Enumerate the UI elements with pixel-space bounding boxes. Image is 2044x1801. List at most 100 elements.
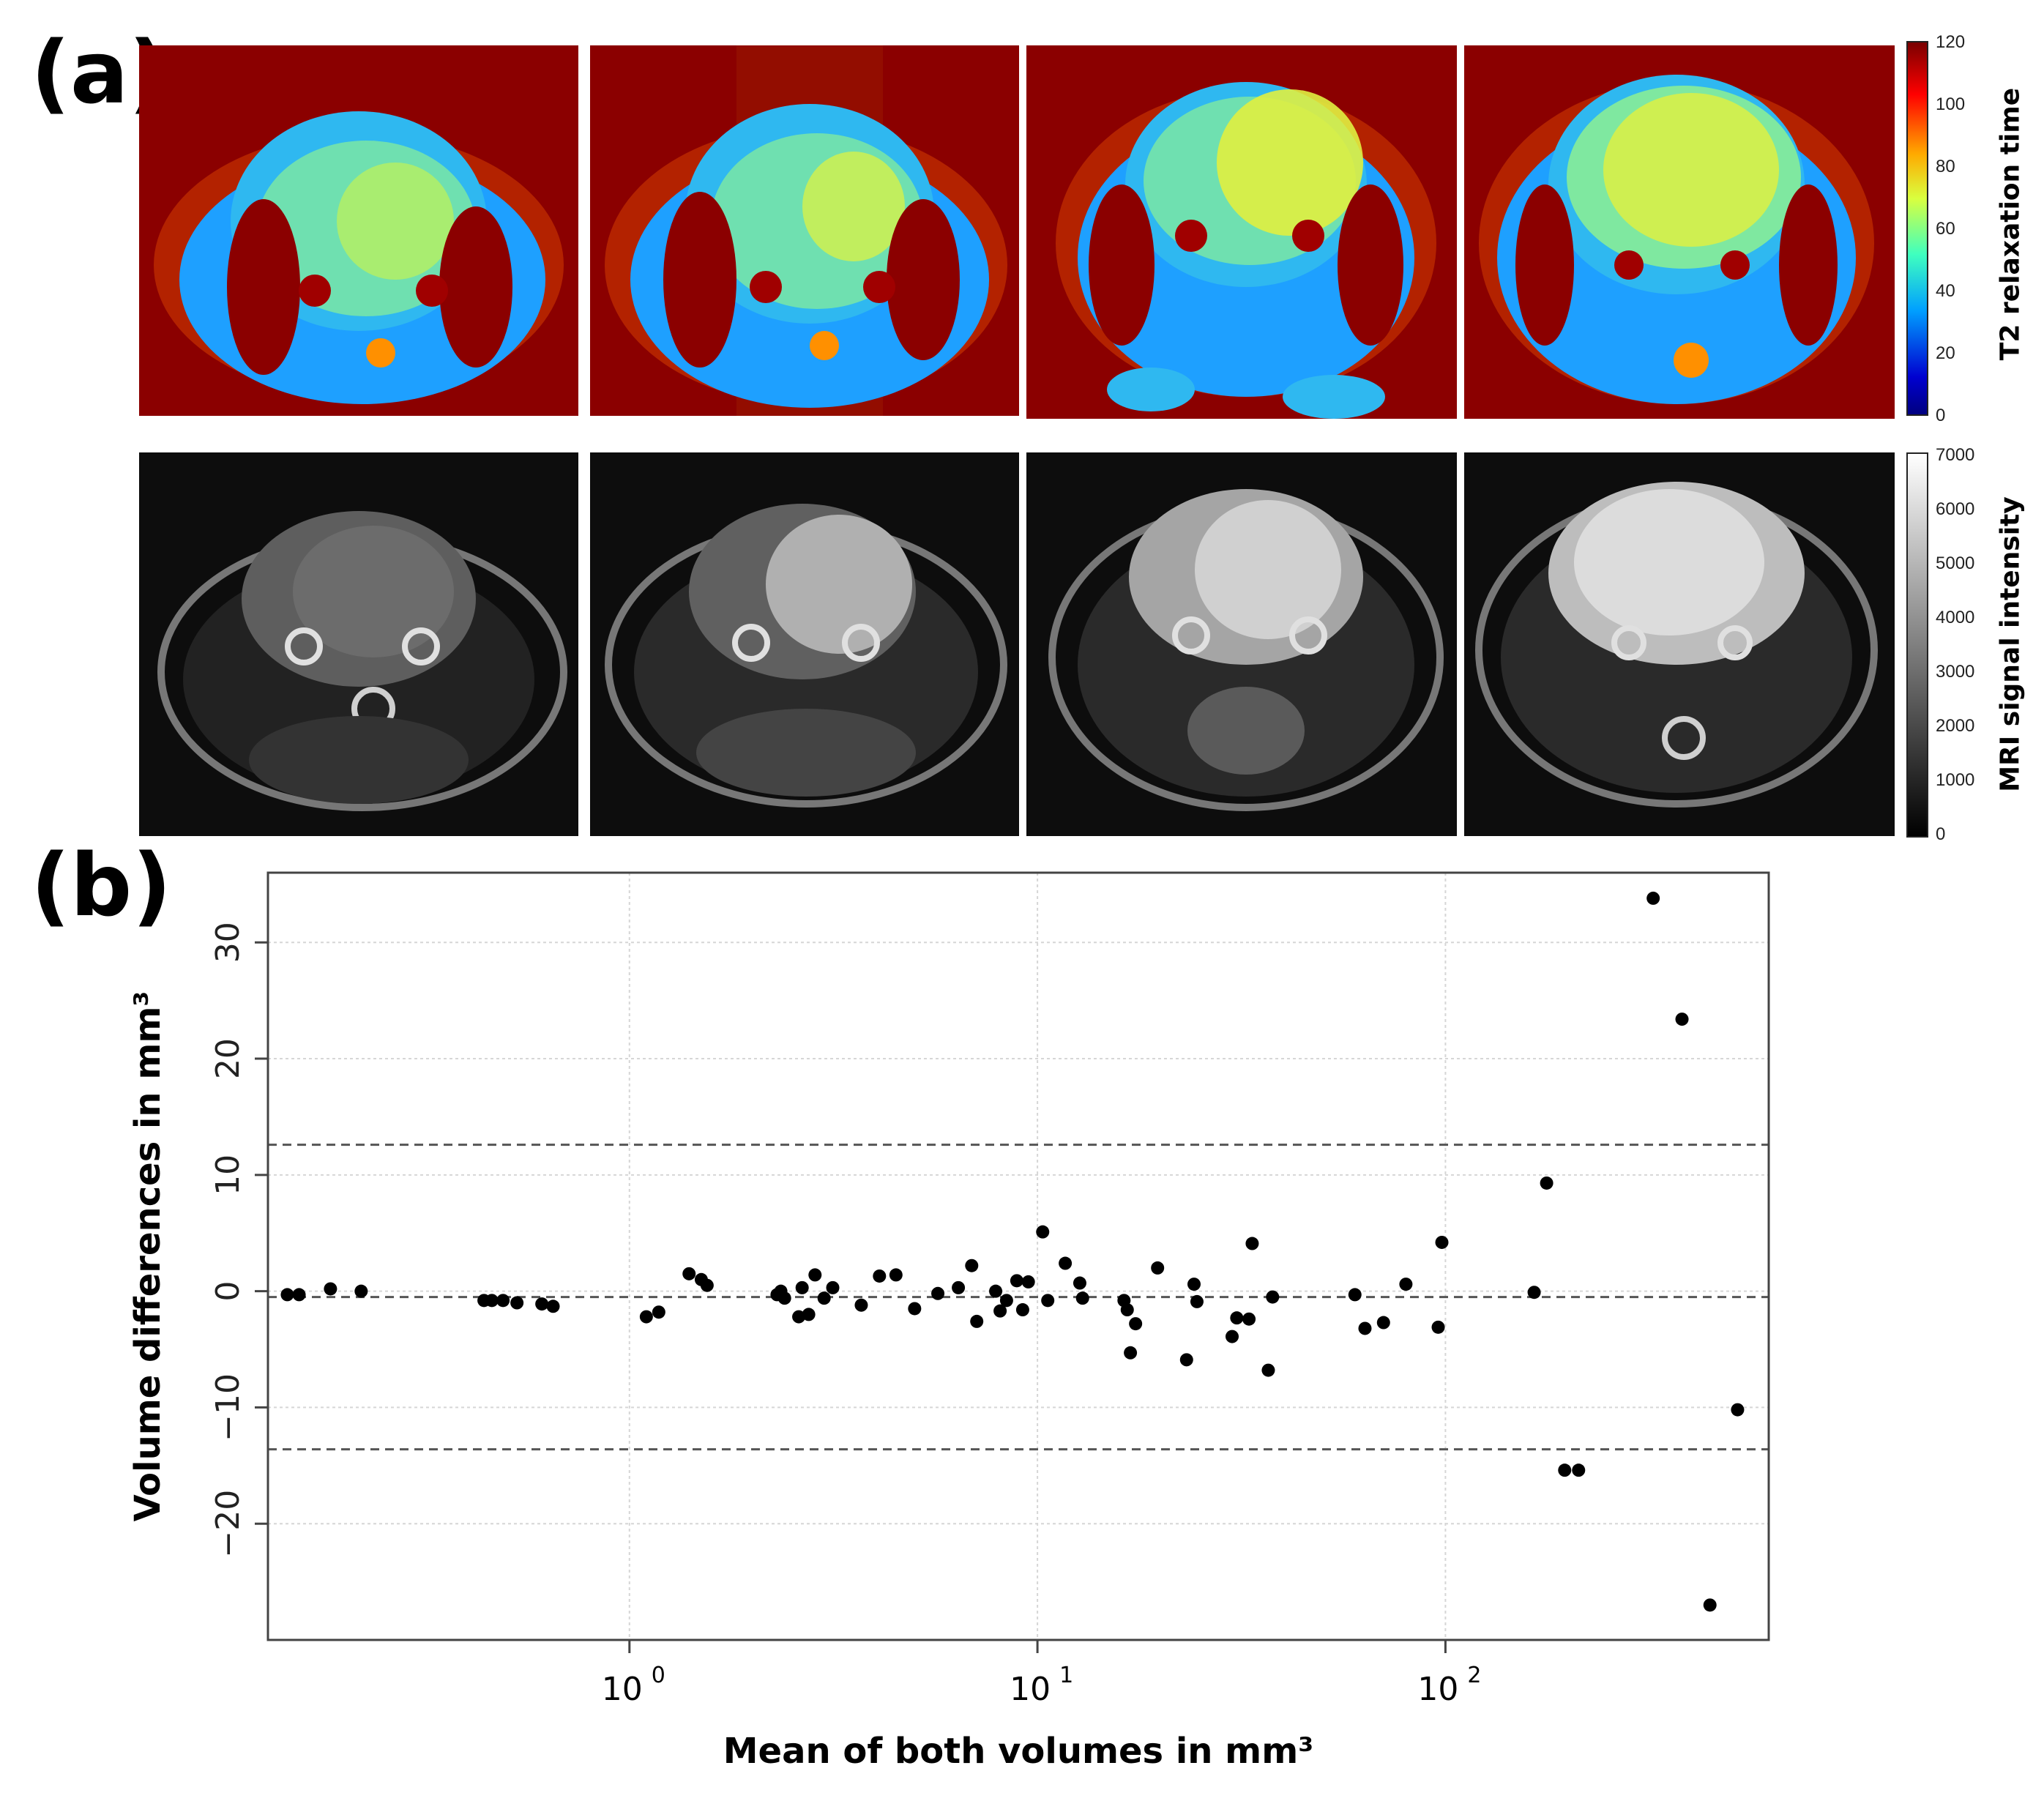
plot-frame [266, 871, 1770, 1641]
data-point [952, 1280, 966, 1294]
data-point [1021, 1275, 1035, 1289]
t2-colorbar-tick: 40 [1936, 281, 1955, 301]
data-point [652, 1305, 665, 1319]
data-point [993, 1304, 1007, 1318]
data-point [1431, 1320, 1445, 1334]
data-point [1059, 1256, 1073, 1270]
data-point [777, 1291, 791, 1305]
data-point [1731, 1403, 1745, 1417]
x-tick-exponent: 0 [652, 1663, 665, 1688]
t2-map-tile-2 [590, 45, 1019, 416]
panel-b-label: (b) [31, 835, 172, 936]
mri-colorbar [1906, 452, 1928, 838]
mri-colorbar-tick: 6000 [1936, 499, 1975, 519]
data-point [1124, 1346, 1138, 1360]
t2-colorbar-tick: 80 [1936, 157, 1955, 176]
data-point [873, 1269, 887, 1283]
mri-colorbar-tick: 4000 [1936, 608, 1975, 627]
t2-map-tile-3 [1026, 45, 1457, 419]
data-point [795, 1280, 809, 1294]
data-point [817, 1291, 831, 1305]
mri-colorbar-tick: 5000 [1936, 553, 1975, 573]
x-tick-label: 10 [1417, 1671, 1458, 1708]
data-point [1179, 1353, 1193, 1367]
data-point [999, 1294, 1013, 1308]
data-point [535, 1297, 549, 1311]
data-point [1151, 1261, 1165, 1275]
data-point [1675, 1013, 1689, 1026]
data-point [1261, 1363, 1275, 1377]
data-point [889, 1268, 903, 1282]
data-point [639, 1310, 653, 1324]
data-point [1187, 1278, 1201, 1291]
x-axis-label: Mean of both volumes in mm³ [723, 1731, 1313, 1772]
x-tick-label: 10 [602, 1671, 643, 1708]
mri-colorbar-tick: 7000 [1936, 445, 1975, 465]
data-point [1245, 1237, 1259, 1250]
data-point [1073, 1276, 1086, 1290]
data-point [1358, 1321, 1372, 1335]
data-point [808, 1268, 822, 1282]
data-point [970, 1314, 984, 1328]
data-point [826, 1280, 840, 1294]
x-tick-exponent: 2 [1467, 1663, 1481, 1688]
data-point [1075, 1291, 1089, 1305]
data-point [1703, 1598, 1717, 1612]
data-point [802, 1308, 816, 1321]
mri-image-tile-2 [590, 452, 1019, 836]
data-point [1225, 1330, 1239, 1343]
x-tick-exponent: 1 [1059, 1663, 1073, 1688]
x-tick-label: 10 [1010, 1671, 1051, 1708]
data-point [1558, 1463, 1572, 1477]
mri-colorbar-tick: 3000 [1936, 662, 1975, 682]
mri-image-tile-4 [1464, 452, 1895, 836]
data-point [324, 1282, 337, 1296]
t2-colorbar-tick: 120 [1936, 32, 1966, 52]
data-point [510, 1296, 524, 1310]
mri-colorbar-tick: 0 [1936, 824, 1946, 844]
data-point [1129, 1317, 1143, 1331]
y-tick-label: 0 [209, 1281, 247, 1302]
data-point [1540, 1176, 1553, 1190]
y-axis-label: Volume differences in mm³ [127, 991, 168, 1522]
data-point [1399, 1278, 1413, 1291]
data-point [485, 1294, 499, 1308]
data-point [292, 1288, 306, 1302]
data-point [1527, 1286, 1541, 1300]
y-tick-label: −10 [209, 1373, 247, 1442]
data-point [1242, 1312, 1256, 1326]
data-point [1572, 1463, 1586, 1477]
data-point [280, 1288, 294, 1302]
data-point [546, 1300, 560, 1313]
data-point [1041, 1294, 1055, 1308]
data-point [1015, 1303, 1029, 1317]
data-point [989, 1284, 1003, 1298]
mri-image-tile-1 [139, 452, 578, 836]
data-point [1010, 1274, 1023, 1288]
data-point [1435, 1235, 1449, 1249]
t2-colorbar-tick: 0 [1936, 406, 1946, 425]
data-point [965, 1259, 979, 1272]
data-point [908, 1302, 922, 1316]
data-point [1376, 1316, 1390, 1330]
data-point [1266, 1290, 1280, 1304]
y-tick-label: 20 [209, 1038, 247, 1079]
data-point [682, 1267, 696, 1280]
y-tick-label: −20 [209, 1490, 247, 1558]
t2-colorbar [1906, 41, 1928, 416]
t2-map-tile-4 [1464, 45, 1895, 419]
data-point [354, 1284, 368, 1298]
data-point [1120, 1303, 1134, 1317]
data-point [1348, 1288, 1362, 1302]
data-point [931, 1286, 945, 1300]
data-point [1230, 1311, 1244, 1325]
data-point [854, 1298, 868, 1312]
t2-map-tile-1 [139, 45, 578, 416]
data-point [1190, 1294, 1204, 1308]
data-point [700, 1278, 714, 1292]
data-point [1036, 1225, 1050, 1239]
mri-image-tile-3 [1026, 452, 1457, 836]
t2-colorbar-tick: 60 [1936, 219, 1955, 239]
data-point [1646, 891, 1660, 905]
y-tick-label: 30 [209, 922, 247, 963]
